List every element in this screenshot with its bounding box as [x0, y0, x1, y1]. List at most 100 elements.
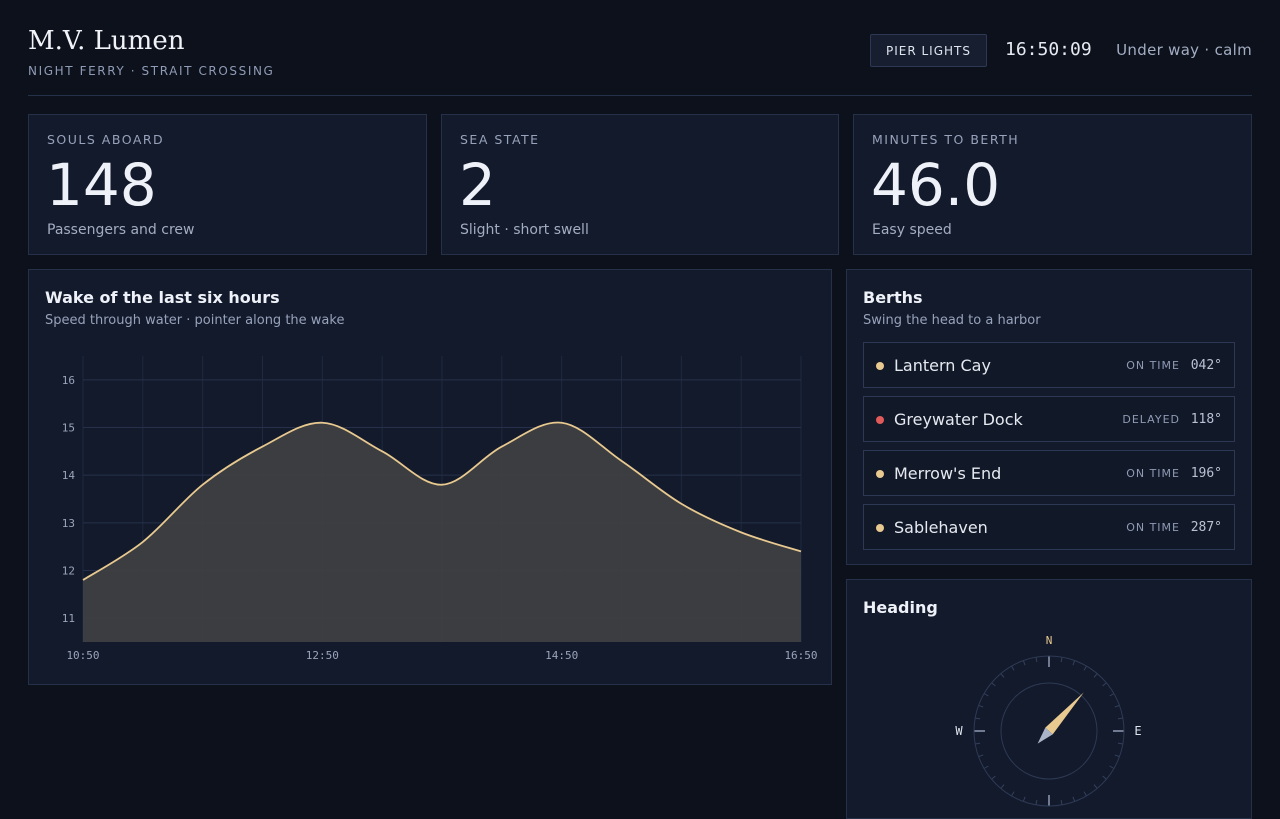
chart-data-point[interactable]: [675, 498, 687, 510]
compass-needle-head: [1045, 692, 1084, 735]
stat-label: SOULS ABOARD: [47, 132, 165, 147]
berth-bearing: 287°: [1190, 520, 1222, 535]
compass-tick: [1083, 791, 1087, 797]
stat-label: MINUTES TO BERTH: [872, 132, 1020, 147]
compass-tick: [1114, 754, 1120, 758]
chart-y-tick-label: 13: [62, 517, 75, 530]
chart-data-point[interactable]: [496, 441, 508, 453]
berth-status: ON TIME: [1126, 467, 1180, 480]
stat-value: 46.0: [871, 151, 1001, 219]
chart-data-point[interactable]: [795, 545, 807, 557]
wake-chart[interactable]: 11 12 13 14 15 16 10:50 12:50 14:50 16:50: [29, 270, 831, 684]
compass-tick: [978, 754, 984, 758]
compass-tick: [1109, 693, 1115, 697]
compass-tick: [1093, 673, 1098, 678]
chart-y-tick-label: 16: [62, 374, 75, 387]
berths-subtitle: Swing the head to a harbor: [863, 313, 1041, 328]
compass-tick: [991, 682, 996, 687]
chart-data-point[interactable]: [436, 479, 448, 491]
berths-panel: Berths Swing the head to a harbor Lanter…: [846, 269, 1252, 565]
stat-caption: Easy speed: [872, 222, 952, 238]
compass-tick: [1102, 682, 1107, 687]
chart-data-point[interactable]: [197, 479, 209, 491]
heading-title: Heading: [863, 598, 938, 617]
chart-data-point[interactable]: [376, 445, 388, 457]
compass[interactable]: N E W: [847, 580, 1251, 818]
berth-name: Greywater Dock: [894, 410, 1023, 429]
compass-tick: [1060, 799, 1063, 805]
compass-needle[interactable]: [1034, 689, 1088, 747]
chart-series-line: [82, 421, 802, 581]
wake-chart-title: Wake of the last six hours: [45, 288, 280, 307]
wake-chart-subtitle: Speed through water · pointer along the …: [45, 313, 345, 328]
compass-tick: [983, 693, 989, 697]
compass-tick: [1011, 665, 1015, 671]
berth-status-dot: [876, 416, 884, 424]
compass-tick: [1000, 673, 1005, 678]
berth-status: DELAYED: [1122, 413, 1180, 426]
berth-status: ON TIME: [1126, 359, 1180, 372]
compass-tick: [1114, 704, 1120, 708]
chart-data-point[interactable]: [77, 574, 89, 586]
compass-tick: [1109, 765, 1115, 769]
compass-north-label: N: [1046, 634, 1053, 647]
stat-value: 2: [459, 151, 496, 219]
chart-area-fill: [83, 422, 801, 642]
stat-card-sea-state: SEA STATE 2 Slight · short swell: [441, 114, 839, 255]
berth-bearing: 118°: [1190, 412, 1222, 427]
chart-data-point[interactable]: [735, 526, 747, 538]
chart-data-point[interactable]: [616, 455, 628, 467]
chart-data-point[interactable]: [137, 536, 149, 548]
chart-data-point[interactable]: [257, 441, 269, 453]
compass-tick: [1011, 791, 1015, 797]
compass-tick: [983, 765, 989, 769]
berth-status-dot: [876, 362, 884, 370]
chart-y-tick-label: 12: [62, 565, 75, 578]
berth-bearing: 042°: [1190, 358, 1222, 373]
berth-name: Lantern Cay: [894, 356, 991, 375]
berth-item-lantern-cay[interactable]: Lantern Cay ON TIME 042°: [863, 342, 1235, 388]
compass-tick: [1000, 784, 1005, 789]
pier-lights-button[interactable]: PIER LIGHTS: [870, 34, 987, 67]
chart-x-tick-label: 12:50: [306, 649, 339, 662]
heading-panel: Heading N E W: [846, 579, 1252, 819]
compass-tick: [1060, 657, 1063, 663]
chart-x-tick-label: 14:50: [545, 649, 578, 662]
berth-item-sablehaven[interactable]: Sablehaven ON TIME 287°: [863, 504, 1235, 550]
berths-title: Berths: [863, 288, 923, 307]
stat-card-minutes-to-berth: MINUTES TO BERTH 46.0 Easy speed: [853, 114, 1252, 255]
compass-tick: [1035, 799, 1038, 805]
compass-tick: [975, 742, 981, 745]
chart-data-point[interactable]: [316, 417, 328, 429]
vessel-name: M.V. Lumen: [28, 26, 185, 56]
compass-tick: [1022, 660, 1026, 666]
stat-card-souls: SOULS ABOARD 148 Passengers and crew: [28, 114, 427, 255]
chart-y-tick-label: 14: [62, 469, 76, 482]
stat-label: SEA STATE: [460, 132, 540, 147]
stat-caption: Slight · short swell: [460, 222, 589, 238]
berth-status: ON TIME: [1126, 521, 1180, 534]
compass-west-label: W: [955, 724, 963, 738]
compass-tick: [1035, 657, 1038, 663]
stat-caption: Passengers and crew: [47, 222, 195, 238]
wake-chart-panel: Wake of the last six hours Speed through…: [28, 269, 832, 685]
compass-tick: [1022, 796, 1026, 802]
berth-name: Sablehaven: [894, 518, 988, 537]
compass-east-label: E: [1134, 724, 1141, 738]
berth-bearing: 196°: [1190, 466, 1222, 481]
vessel-subtitle: NIGHT FERRY · STRAIT CROSSING: [28, 64, 275, 78]
chart-y-tick-label: 15: [62, 422, 75, 435]
compass-inner-ring: [1000, 682, 1098, 780]
berth-status-dot: [876, 470, 884, 478]
voyage-status: Under way · calm: [1116, 41, 1252, 59]
chart-data-point[interactable]: [556, 417, 568, 429]
compass-tick: [1093, 784, 1098, 789]
berth-status-dot: [876, 524, 884, 532]
berth-item-merrows-end[interactable]: Merrow's End ON TIME 196°: [863, 450, 1235, 496]
compass-tick: [1083, 665, 1087, 671]
header-bar: M.V. Lumen NIGHT FERRY · STRAIT CROSSING…: [28, 0, 1252, 96]
compass-tick: [1102, 775, 1107, 780]
chart-x-tick-label: 16:50: [784, 649, 817, 662]
stat-value: 148: [46, 151, 157, 219]
berth-item-greywater-dock[interactable]: Greywater Dock DELAYED 118°: [863, 396, 1235, 442]
